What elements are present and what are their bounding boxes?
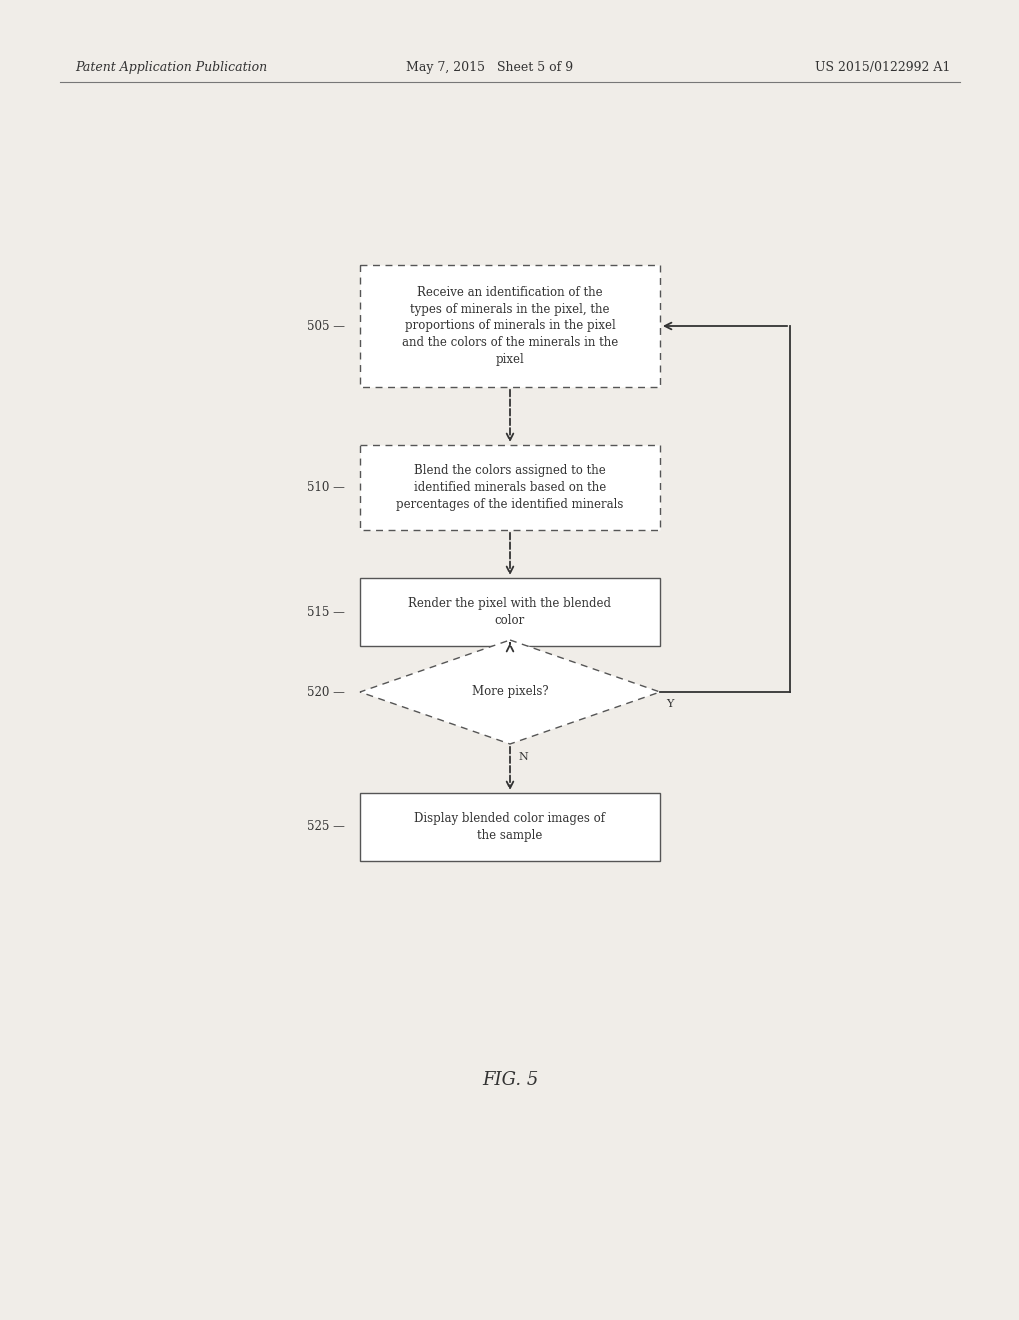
- Text: May 7, 2015   Sheet 5 of 9: May 7, 2015 Sheet 5 of 9: [406, 62, 573, 74]
- Text: Patent Application Publication: Patent Application Publication: [75, 62, 267, 74]
- Text: Render the pixel with the blended
color: Render the pixel with the blended color: [408, 597, 611, 627]
- Bar: [360, 445, 659, 531]
- Text: Blend the colors assigned to the
identified minerals based on the
percentages of: Blend the colors assigned to the identif…: [396, 465, 623, 511]
- Text: Receive an identification of the
types of minerals in the pixel, the
proportions: Receive an identification of the types o…: [401, 285, 618, 367]
- Bar: [360, 578, 659, 645]
- Text: 515 —: 515 —: [307, 606, 344, 619]
- Text: 505 —: 505 —: [307, 319, 344, 333]
- Text: US 2015/0122992 A1: US 2015/0122992 A1: [814, 62, 949, 74]
- Text: FIG. 5: FIG. 5: [481, 1071, 538, 1089]
- Text: 520 —: 520 —: [307, 685, 344, 698]
- Text: N: N: [518, 752, 527, 762]
- Text: Y: Y: [665, 700, 673, 709]
- Text: 510 —: 510 —: [307, 480, 344, 494]
- Bar: [360, 265, 659, 387]
- Text: Display blended color images of
the sample: Display blended color images of the samp…: [414, 812, 605, 842]
- Text: More pixels?: More pixels?: [471, 685, 548, 698]
- Bar: [360, 793, 659, 861]
- Polygon shape: [360, 640, 659, 744]
- Text: 525 —: 525 —: [307, 821, 344, 833]
